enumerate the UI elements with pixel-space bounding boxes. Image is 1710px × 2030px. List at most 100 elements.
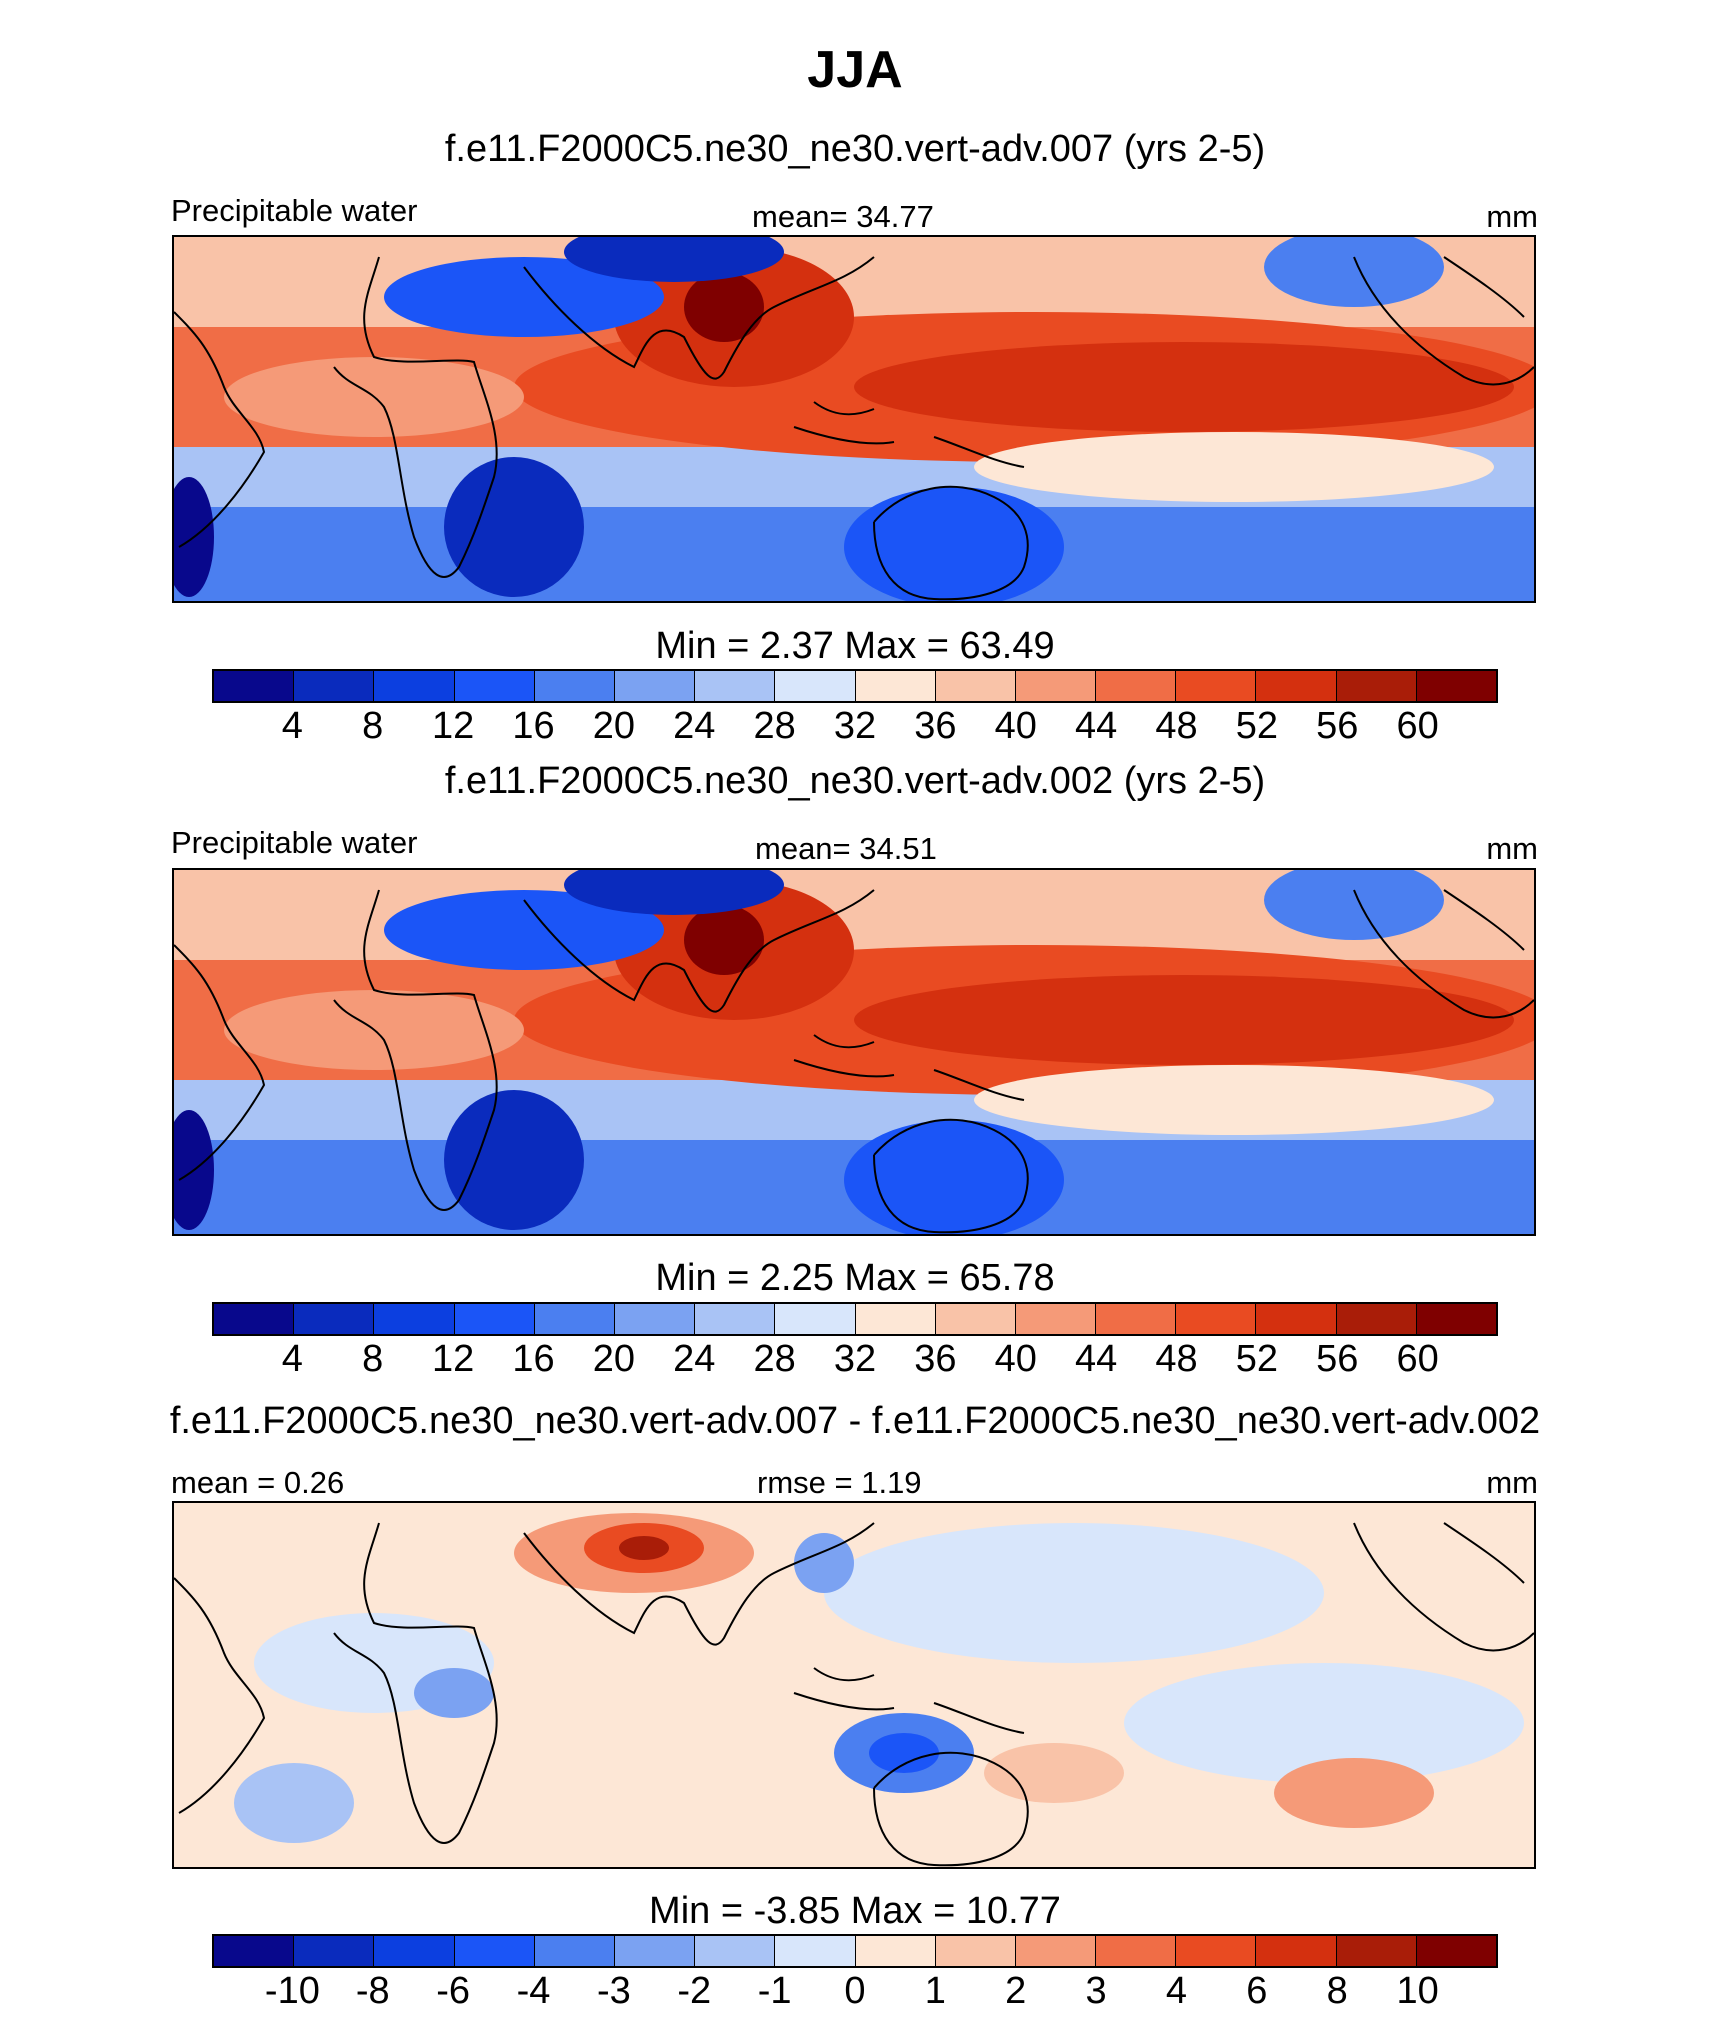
panel-3-contour-plot bbox=[174, 1503, 1534, 1867]
colorbar-tick-label: 48 bbox=[1155, 705, 1198, 747]
colorbar-swatch bbox=[454, 1936, 535, 1966]
contour-blob bbox=[1264, 237, 1444, 307]
colorbar-swatch bbox=[1256, 1304, 1337, 1334]
colorbar-tick-label: 24 bbox=[673, 1338, 716, 1380]
colorbar-swatch bbox=[1096, 1936, 1177, 1966]
coastline-path bbox=[933, 436, 1025, 468]
colorbar-tick-label: 44 bbox=[1074, 1338, 1118, 1380]
colorbar-tick-label: -6 bbox=[436, 1970, 471, 2012]
colorbar-swatch bbox=[1096, 671, 1177, 701]
colorbar-swatch bbox=[855, 671, 936, 701]
panel-3-rmse-label: rmse = 1.19 bbox=[757, 1465, 922, 1500]
panel-2-colorbar-ticks: 4 8 12 16 20 24 28 32 36 40 44 48 52 56 60 bbox=[212, 1338, 1498, 1382]
colorbar-swatch bbox=[614, 1304, 696, 1334]
coastline-path bbox=[813, 1667, 875, 1682]
contour-blob bbox=[414, 1668, 494, 1718]
colorbar-swatch bbox=[374, 1936, 455, 1966]
contour-fills bbox=[174, 870, 1534, 1234]
coastline-path bbox=[813, 401, 875, 416]
coastline-path bbox=[933, 1069, 1025, 1101]
coastline-path bbox=[333, 1522, 498, 1844]
colorbar-swatch bbox=[1256, 671, 1337, 701]
contour-fills bbox=[174, 1503, 1534, 1867]
coastline-path bbox=[333, 256, 498, 578]
contour-blob bbox=[854, 342, 1514, 432]
colorbar-tick-label: 32 bbox=[833, 1338, 877, 1380]
coastline-path bbox=[333, 889, 498, 1211]
colorbar-tick-label: 40 bbox=[994, 705, 1037, 747]
figure-title: JJA bbox=[807, 41, 903, 99]
contour-blob bbox=[384, 257, 664, 337]
contour-blob bbox=[444, 1090, 584, 1230]
panel-1-variable-label: Precipitable water bbox=[171, 193, 418, 228]
coastline-path bbox=[1353, 256, 1534, 386]
colorbar-swatch bbox=[855, 1936, 936, 1966]
colorbar-swatch bbox=[1416, 671, 1496, 701]
colorbar-tick-label: 28 bbox=[753, 705, 796, 747]
colorbar-swatch bbox=[1015, 1936, 1097, 1966]
panel-1-map bbox=[172, 235, 1536, 603]
coastline-path bbox=[523, 256, 875, 380]
colorbar-swatch bbox=[935, 671, 1016, 701]
coastline-path bbox=[174, 944, 266, 1181]
colorbar-swatch bbox=[775, 1304, 856, 1334]
panel-1-minmax: Min = 2.37 Max = 63.49 bbox=[655, 625, 1055, 667]
contour-blob bbox=[974, 432, 1494, 502]
panel-3-title: f.e11.F2000C5.ne30_ne30.vert-adv.007 - f… bbox=[169, 1400, 1541, 1442]
panel-2-minmax: Min = 2.25 Max = 65.78 bbox=[655, 1257, 1055, 1299]
colorbar-tick-label: 10 bbox=[1396, 1970, 1439, 2012]
colorbar-swatch bbox=[1176, 1304, 1257, 1334]
colorbar-tick-label: 16 bbox=[512, 705, 555, 747]
panel-1-title: f.e11.F2000C5.ne30_ne30.vert-adv.007 (yr… bbox=[444, 128, 1266, 170]
coastline-path bbox=[873, 485, 1029, 601]
colorbar-swatch bbox=[1176, 1936, 1257, 1966]
colorbar-swatch bbox=[374, 671, 455, 701]
colorbar-swatch bbox=[1015, 671, 1097, 701]
colorbar-swatch bbox=[1096, 1304, 1177, 1334]
panel-3-units-label: mm bbox=[1486, 1465, 1538, 1500]
panel-2-colorbar bbox=[212, 1302, 1498, 1336]
colorbar-swatch bbox=[1416, 1304, 1496, 1334]
panel-3-colorbar-ticks: -10 -8 -6 -4 -3 -2 -1 0 1 2 3 4 6 8 10 bbox=[212, 1970, 1498, 2014]
colorbar-tick-label: 20 bbox=[592, 1338, 636, 1380]
colorbar-tick-label: 56 bbox=[1316, 1338, 1359, 1380]
colorbar-tick-label: 24 bbox=[673, 705, 716, 747]
panel-2-contour-plot bbox=[174, 870, 1534, 1234]
panel-1-colorbar-ticks: 4 8 12 16 20 24 28 32 36 40 44 48 52 56 60 bbox=[212, 705, 1498, 749]
colorbar-tick-label: 6 bbox=[1246, 1970, 1268, 2012]
colorbar-swatch bbox=[454, 671, 535, 701]
coastline-path bbox=[1443, 256, 1525, 318]
colorbar-swatch bbox=[1176, 671, 1257, 701]
colorbar-swatch bbox=[935, 1936, 1016, 1966]
panel-2-units-label: mm bbox=[1486, 831, 1538, 866]
colorbar-tick-label: -8 bbox=[355, 1970, 390, 2012]
colorbar-swatch bbox=[614, 1936, 696, 1966]
panel-2-mean-label: mean= 34.51 bbox=[755, 831, 937, 866]
coastline-path bbox=[1353, 1522, 1534, 1652]
colorbar-tick-label: 3 bbox=[1085, 1970, 1107, 2012]
panel-3-map bbox=[172, 1501, 1536, 1869]
colorbar-tick-label: 52 bbox=[1235, 705, 1279, 747]
contour-blob bbox=[854, 975, 1514, 1065]
coastlines bbox=[174, 889, 1534, 1234]
colorbar-tick-label: 4 bbox=[281, 1338, 303, 1380]
coastlines bbox=[174, 1522, 1534, 1867]
panel-2-title: f.e11.F2000C5.ne30_ne30.vert-adv.002 (yr… bbox=[444, 760, 1266, 802]
contour-blob bbox=[844, 1120, 1064, 1234]
colorbar-swatch bbox=[695, 1304, 776, 1334]
colorbar-tick-label: -2 bbox=[677, 1970, 712, 2012]
colorbar-swatch bbox=[775, 1936, 856, 1966]
contour-blob bbox=[1274, 1758, 1434, 1828]
contour-fills bbox=[174, 237, 1534, 601]
coastline-path bbox=[793, 1692, 895, 1711]
colorbar-swatch bbox=[454, 1304, 535, 1334]
contour-blob bbox=[564, 237, 784, 282]
contour-blob bbox=[869, 1733, 939, 1773]
coastline-path bbox=[873, 1751, 1029, 1867]
colorbar-tick-label: 1 bbox=[924, 1970, 946, 2012]
contour-blob bbox=[1264, 870, 1444, 940]
colorbar-swatch bbox=[855, 1304, 936, 1334]
contour-blob bbox=[384, 890, 664, 970]
panel-2-variable-label: Precipitable water bbox=[171, 825, 418, 860]
colorbar-tick-label: 60 bbox=[1396, 705, 1439, 747]
